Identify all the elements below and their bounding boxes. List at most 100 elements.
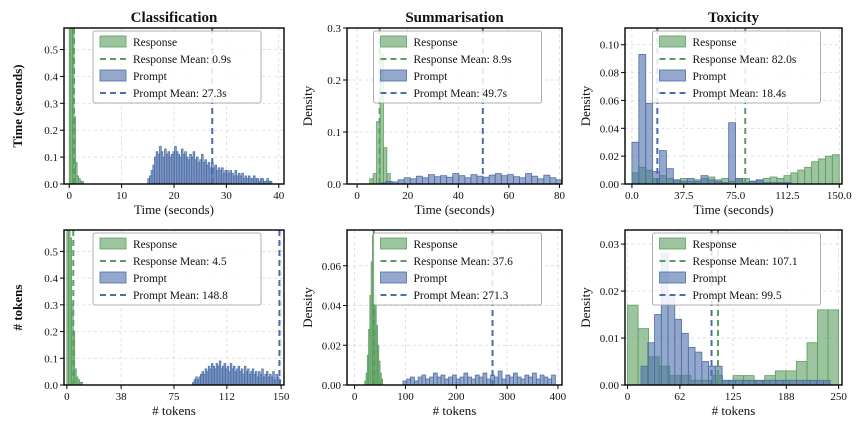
response-bar [790, 172, 799, 184]
prompt-bar [652, 171, 660, 184]
x-tick-label: 0 [64, 391, 70, 403]
prompt-bar [539, 374, 545, 385]
response-bar [81, 180, 84, 184]
subplot-0-0: 0 10 20 30 40 0.0 0.1 0.2 0.3 0.4 0.5 Time (seconds… [44, 27, 285, 217]
legend-label: Prompt Mean: 271.3 [414, 290, 509, 302]
prompt-bar [415, 175, 423, 184]
prompt-bar [802, 379, 811, 385]
response-bar [386, 173, 391, 184]
prompt-bar [409, 178, 417, 184]
response-bar [818, 158, 826, 184]
prompt-legend-swatch [659, 271, 686, 284]
prompt-bar [674, 318, 682, 385]
prompt-bar [434, 176, 441, 184]
prompt-bar [631, 141, 640, 184]
y-tick-label: 0.3 [44, 300, 58, 312]
legend-label: Prompt [414, 71, 449, 83]
row-label: Time (seconds) [10, 64, 25, 147]
y-tick-label: 0.3 [327, 23, 341, 35]
legend-frame [92, 232, 262, 306]
prompt-bar [549, 177, 557, 184]
prompt-bar [500, 175, 508, 184]
prompt-bar [681, 332, 689, 385]
y-axis-label: Density [300, 85, 315, 126]
prompt-bar [497, 370, 503, 385]
legend: Response Response Mean: 82.0s Prompt Prompt… [652, 30, 821, 104]
prompt-bar [494, 173, 502, 184]
prompt-bar [735, 379, 743, 385]
prompt-bar [728, 379, 737, 385]
y-tick-label: 0.4 [44, 273, 58, 285]
legend-label: Response [693, 37, 737, 49]
response-bar [831, 154, 840, 184]
prompt-bar [444, 378, 450, 385]
x-tick-label: 10 [116, 190, 128, 202]
legend-label: Prompt Mean: 99.5 [693, 290, 782, 302]
response-bar [627, 304, 639, 385]
prompt-bar [446, 176, 454, 184]
prompt-bar [421, 374, 427, 385]
prompt-bar [789, 379, 797, 385]
x-axis-label: Time (seconds) [134, 202, 214, 217]
column-title: Toxicity [708, 10, 760, 26]
y-tick-label: 0.00 [322, 380, 342, 392]
prompt-bar [436, 376, 442, 385]
y-tick-label: 0.2 [44, 327, 58, 339]
response-bar [806, 342, 818, 385]
x-axis-label: Time (seconds) [693, 202, 773, 217]
legend: Response Response Mean: 4.5 Prompt Prompt M… [92, 232, 262, 306]
x-tick-label: 30 [221, 190, 233, 202]
prompt-bar [519, 177, 526, 184]
prompt-bar [455, 378, 461, 385]
x-tick-label: 0.0 [625, 190, 639, 202]
y-tick-label: 0.02 [600, 151, 619, 163]
prompt-bar [551, 374, 556, 385]
legend-label: Prompt Mean: 18.4s [693, 88, 787, 100]
prompt-bar [513, 372, 518, 385]
response-legend-swatch [380, 237, 407, 250]
prompt-bar [470, 174, 478, 184]
prompt-bar [269, 180, 273, 184]
x-tick-label: 150 [273, 391, 290, 403]
subplot-1-1: 0 100 200 300 400 0.00 0.02 0.04 0.06 # tokens Den… [300, 229, 567, 418]
subplot-1-0: 0 38 75 112 150 0.0 0.1 0.2 0.3 0.4 0.5 # tokens Res… [44, 229, 290, 418]
prompt-bar [640, 365, 649, 385]
prompt-bar [516, 376, 522, 385]
legend: Response Response Mean: 107.1 Prompt Prompt… [652, 232, 821, 306]
prompt-bar [406, 378, 411, 385]
y-tick-label: 0.00 [600, 380, 620, 392]
prompt-bar [782, 379, 791, 385]
y-tick-label: 0.06 [600, 95, 620, 107]
prompt-bar [403, 177, 411, 184]
legend: Response Response Mean: 0.9s Prompt Prompt … [92, 30, 262, 104]
prompt-bar [543, 174, 551, 184]
prompt-legend-swatch [380, 271, 407, 284]
response-bar [827, 309, 840, 385]
prompt-bar [543, 376, 549, 385]
prompt-bar [524, 374, 530, 385]
legend-label: Response Mean: 37.6 [414, 256, 514, 268]
prompt-bar [659, 150, 667, 184]
prompt-bar [429, 376, 434, 385]
prompt-bar [768, 379, 777, 385]
x-tick-label: 125 [725, 391, 742, 403]
prompt-legend-swatch [659, 69, 686, 82]
prompt-bar [272, 371, 275, 385]
prompt-bar [505, 374, 511, 385]
prompt-bar [474, 374, 480, 385]
x-tick-label: 0 [354, 190, 360, 202]
prompt-bar [410, 376, 415, 385]
prompt-bar [525, 173, 533, 184]
y-tick-label: 0.0 [44, 380, 58, 392]
x-tick-label: 40 [453, 190, 465, 202]
legend-label: Response [414, 239, 458, 251]
y-tick-label: 0.5 [44, 45, 58, 57]
legend-label: Prompt [133, 273, 168, 285]
bars [369, 53, 562, 184]
y-tick-label: 0.00 [600, 179, 620, 191]
prompt-bar [440, 175, 448, 184]
y-tick-label: 0.0 [44, 179, 58, 191]
y-tick-label: 0.5 [44, 246, 58, 258]
prompt-legend-swatch [380, 69, 407, 82]
legend-label: Prompt Mean: 49.7s [414, 88, 508, 100]
